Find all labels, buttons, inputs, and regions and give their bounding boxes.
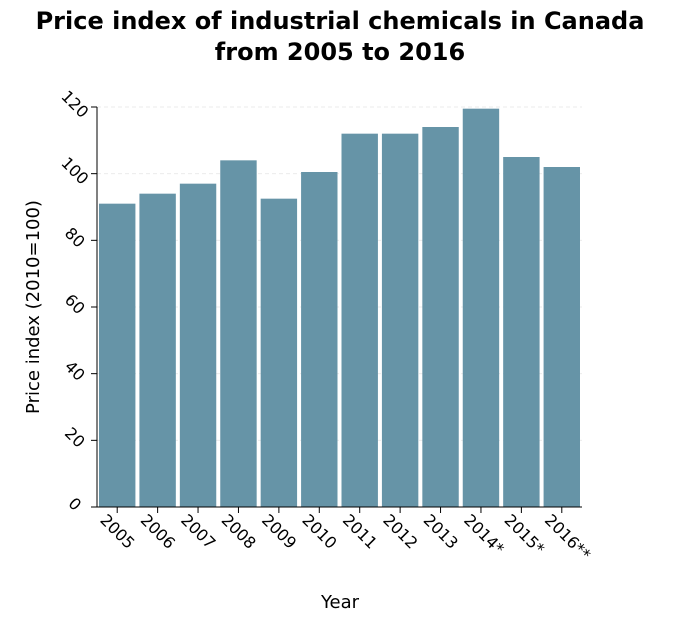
x-tick-label-2008: 2008 [218, 510, 260, 552]
bar-2016** [543, 167, 580, 507]
x-tick-label-2006: 2006 [137, 510, 179, 552]
chart-title: Price index of industrial chemicals in C… [0, 6, 680, 68]
x-axis-label: Year [320, 592, 360, 613]
y-tick-label-60: 60 [61, 290, 89, 318]
chart-title-line-1: Price index of industrial chemicals in C… [35, 7, 645, 35]
bar-2014* [462, 108, 500, 508]
y-tick-label-40: 40 [61, 357, 89, 385]
x-tick-label-2013: 2013 [420, 510, 462, 552]
x-tick-label-2015*: 2015* [501, 510, 549, 558]
bar-2012 [381, 133, 419, 507]
bar-2005 [99, 203, 136, 507]
bar-2011 [341, 133, 378, 507]
x-tick-label-2016**: 2016** [541, 510, 595, 564]
y-tick-label-100: 100 [57, 153, 92, 188]
y-tick-label-80: 80 [61, 224, 89, 252]
x-tick-label-2010: 2010 [298, 510, 340, 552]
bar-2006 [139, 193, 176, 507]
x-axis: 2005200620072008200920102011201220132014… [96, 506, 595, 564]
y-tick-label-0: 0 [65, 494, 86, 515]
bar-2008 [220, 160, 257, 508]
y-tick-label-20: 20 [61, 424, 89, 452]
y-tick-label-120: 120 [57, 87, 92, 122]
bars [99, 108, 580, 508]
bar-2010 [301, 172, 338, 507]
x-tick-label-2014*: 2014* [460, 510, 508, 558]
x-tick-label-2011: 2011 [339, 510, 381, 552]
x-tick-label-2009: 2009 [258, 510, 300, 552]
x-tick-label-2012: 2012 [379, 510, 421, 552]
bar-2009 [260, 198, 298, 507]
bar-2015* [503, 157, 540, 507]
x-tick-label-2007: 2007 [177, 510, 219, 552]
gridlines [97, 106, 582, 441]
y-axis: 0 20 40 60 80 100 120 [57, 87, 98, 515]
bar-2007 [179, 183, 217, 507]
y-axis-label: Price index (2010=100) [23, 200, 44, 414]
bar-2013 [422, 127, 459, 507]
chart-title-line-2: from 2005 to 2016 [214, 38, 466, 66]
x-tick-label-2005: 2005 [96, 510, 138, 552]
